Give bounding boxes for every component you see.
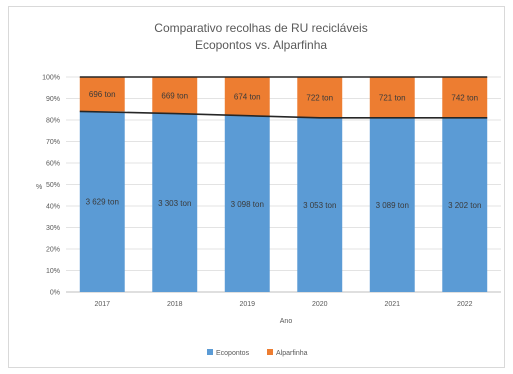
bar-alparfinha xyxy=(297,77,343,118)
chart-title-line-2: Ecopontos vs. Alparfinha xyxy=(195,38,327,52)
bar-alparfinha xyxy=(369,77,415,118)
data-label: 721 ton xyxy=(379,93,406,102)
y-tick-label: 80% xyxy=(46,118,60,125)
data-label: 3 098 ton xyxy=(231,200,264,209)
x-tick-label: 2019 xyxy=(239,301,255,308)
x-axis-ticks: 2017 2018 2019 2020 2021 2022 xyxy=(94,301,472,308)
bar-alparfinha xyxy=(224,77,270,116)
gridlines xyxy=(66,76,501,293)
data-label: 3 303 ton xyxy=(158,199,191,208)
data-labels: 3 629 ton 696 ton 3 303 ton 669 ton 3 098 to… xyxy=(86,90,482,210)
data-label: 3 202 ton xyxy=(448,201,481,210)
legend: Ecopontos Alparfinha xyxy=(207,349,308,357)
y-tick-label: 10% xyxy=(46,268,60,275)
y-tick-label: 90% xyxy=(46,96,60,103)
data-label: 3 089 ton xyxy=(376,201,409,210)
x-axis-label: Ano xyxy=(280,318,293,325)
legend-label-alparfinha: Alparfinha xyxy=(276,350,308,357)
data-label: 722 ton xyxy=(306,93,333,102)
y-tick-label: 70% xyxy=(46,139,60,146)
data-label: 696 ton xyxy=(89,90,116,99)
y-axis-label: % xyxy=(36,184,42,191)
legend-label-ecopontos: Ecopontos xyxy=(216,350,250,357)
bars xyxy=(79,77,488,293)
bar-ecopontos xyxy=(442,117,488,292)
data-label: 3 629 ton xyxy=(86,198,119,207)
x-tick-label: 2020 xyxy=(312,301,328,308)
y-axis-ticks: 0% 10% 20% 30% 40% 50% 60% 70% 80% 90% 100% xyxy=(42,75,60,297)
chart-frame: Comparativo recolhas de RU recicláveis E… xyxy=(8,6,505,368)
bar-ecopontos xyxy=(152,113,198,292)
x-tick-label: 2018 xyxy=(167,301,183,308)
bar-alparfinha xyxy=(79,77,125,112)
bar-ecopontos xyxy=(79,111,125,293)
y-tick-label: 60% xyxy=(46,161,60,168)
x-tick-label: 2022 xyxy=(457,301,473,308)
data-label: 3 053 ton xyxy=(303,201,336,210)
y-tick-label: 20% xyxy=(46,247,60,254)
y-tick-label: 100% xyxy=(42,75,60,82)
bar-ecopontos xyxy=(369,117,415,292)
legend-swatch-ecopontos xyxy=(207,349,213,355)
x-tick-label: 2017 xyxy=(94,301,110,308)
data-label: 742 ton xyxy=(451,93,478,102)
bar-alparfinha xyxy=(442,77,488,118)
bar-ecopontos xyxy=(224,115,270,292)
bar-ecopontos xyxy=(297,117,343,292)
legend-swatch-alparfinha xyxy=(267,349,273,355)
y-tick-label: 0% xyxy=(50,290,60,297)
y-tick-label: 30% xyxy=(46,225,60,232)
series-line-ecopontos xyxy=(79,110,488,119)
series-lines xyxy=(79,76,488,119)
y-tick-label: 40% xyxy=(46,204,60,211)
data-label: 674 ton xyxy=(234,92,261,101)
chart-title-line-1: Comparativo recolhas de RU recicláveis xyxy=(154,21,367,35)
stacked-bar-chart: Comparativo recolhas de RU recicláveis E… xyxy=(36,21,501,357)
data-label: 669 ton xyxy=(161,91,188,100)
y-tick-label: 50% xyxy=(46,182,60,189)
bar-alparfinha xyxy=(152,77,198,114)
x-tick-label: 2021 xyxy=(384,301,400,308)
